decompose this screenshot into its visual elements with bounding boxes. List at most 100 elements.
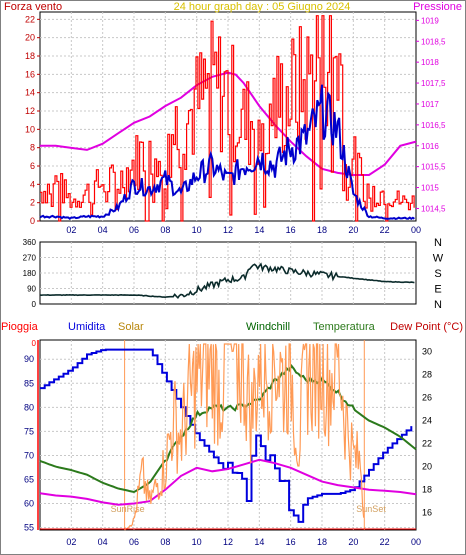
humidity-tick-label: 55	[24, 523, 34, 533]
pressure-tick-label: 1016,5	[421, 121, 446, 130]
hour-tick-label: 02	[66, 537, 76, 547]
compass-tick-label: N	[434, 237, 442, 249]
pressure-axis: 1014,5 1015 1015,5 1016 1016,5 1017 1017,5 1018…	[416, 16, 446, 213]
sunrise-label: SunRise	[111, 504, 145, 514]
hour-tick-label: 06	[129, 537, 139, 547]
legend-entry: Temperatura	[313, 321, 376, 333]
compass-tick-label: W	[433, 253, 444, 265]
compass-tick-label: E	[434, 284, 441, 296]
hour-tick-label: 16	[286, 225, 296, 235]
humidity-tick-label: 60	[24, 499, 34, 509]
wind-direction-series	[39, 262, 415, 300]
temperature-humidity-panel: SunRise SunSet 55 60 65 70 75 80 85 90 0 16 18 20 22…	[1, 321, 463, 547]
hour-tick-label: 06	[129, 225, 139, 235]
hour-tick-label: 10	[192, 537, 202, 547]
temperature-axis: 16 18 20 22 24 26 28 30	[422, 347, 432, 518]
compass-tick-label: S	[434, 268, 441, 280]
wind-speed-tick-label: 0	[30, 216, 35, 226]
humidity-tick-label: 65	[24, 474, 34, 484]
pressure-tick-label: 1015	[421, 184, 439, 193]
pressure-tick-label: 1015,5	[421, 163, 446, 172]
legend-entry: Umidita	[68, 321, 106, 333]
temperature-tick-label: 30	[422, 347, 432, 357]
degree-tick-label: 90	[27, 285, 36, 294]
pressure-tick-label: 1017	[421, 100, 439, 109]
degree-tick-label: 270	[23, 254, 37, 263]
wind-speed-tick-label: 10	[25, 124, 35, 134]
average-wind-line	[39, 84, 415, 221]
temperature-humidity-plot-area	[39, 339, 417, 531]
hour-tick-label: 18	[317, 537, 327, 547]
hour-tick-label: 12	[223, 225, 233, 235]
degree-tick-label: 360	[23, 238, 37, 247]
pressure-tick-label: 1019	[421, 16, 439, 25]
wind-pressure-series	[39, 15, 417, 222]
hour-tick-label: 16	[286, 537, 296, 547]
wind-speed-tick-label: 8	[30, 143, 35, 153]
wind-speed-tick-label: 20	[25, 33, 35, 43]
wind-speed-tick-label: 16	[25, 69, 35, 79]
humidity-tick-label: 85	[24, 378, 34, 388]
temperature-humidity-series	[39, 343, 417, 531]
temperature-tick-label: 26	[422, 393, 432, 403]
legend-entry: Solar	[118, 321, 144, 333]
hour-tick-label: 22	[380, 537, 390, 547]
wind-speed-tick-label: 22	[25, 14, 35, 24]
hour-tick-label: 04	[98, 537, 108, 547]
humidity-tick-label: 75	[24, 426, 34, 436]
hour-tick-label: 08	[160, 537, 170, 547]
hour-tick-label: 18	[317, 225, 327, 235]
hour-tick-label: 00	[411, 225, 421, 235]
hour-tick-label: 20	[348, 225, 358, 235]
humidity-tick-label: 80	[24, 402, 34, 412]
sun-markers: SunRise SunSet	[111, 340, 386, 530]
hour-tick-label: 08	[160, 225, 170, 235]
legend-entry: Dew Point (°C)	[390, 321, 463, 333]
temperature-tick-label: 24	[422, 416, 432, 426]
temperature-tick-label: 16	[422, 508, 432, 518]
wind-speed-line	[40, 15, 415, 222]
humidity-axis: 55 60 65 70 75 80 85 90 0	[24, 339, 39, 533]
wind-speed-tick-label: 14	[25, 88, 35, 98]
hour-tick-label: 20	[348, 537, 358, 547]
hour-axis-bottom: 02 04 06 08 10 12 14 16 18 20 22 00	[66, 537, 421, 547]
legend: Pioggia Umidita Solar Windchill Temperatura D…	[1, 321, 463, 333]
degree-tick-label: 0	[32, 300, 37, 309]
wind-speed-tick-label: 2	[30, 198, 35, 208]
wind-speed-tick-label: 6	[30, 161, 35, 171]
degree-tick-label: 180	[23, 269, 37, 278]
hour-axis-top: 02 04 06 08 10 12 14 16 18 20 22 00	[66, 225, 421, 235]
temperature-line	[39, 363, 417, 494]
hour-tick-label: 00	[411, 537, 421, 547]
hour-tick-label: 14	[254, 537, 264, 547]
wind-speed-tick-label: 12	[25, 106, 35, 116]
dew-point-line	[39, 458, 417, 506]
wind-speed-tick-label: 18	[25, 51, 35, 61]
hour-tick-label: 14	[254, 225, 264, 235]
pressure-tick-label: 1014,5	[421, 204, 446, 213]
pressure-tick-label: 1018	[421, 58, 439, 67]
temperature-tick-label: 28	[422, 370, 432, 380]
hour-tick-label: 10	[192, 225, 202, 235]
hour-tick-label: 22	[380, 225, 390, 235]
pressure-tick-label: 1016	[421, 142, 439, 151]
hour-tick-label: 12	[223, 537, 233, 547]
wind-speed-axis-label: Forza vento	[4, 1, 62, 13]
hour-tick-label: 04	[98, 225, 108, 235]
humidity-tick-label: 70	[24, 450, 34, 460]
wind-direction-degree-axis: 0 90 180 270 360	[23, 238, 37, 309]
solar-radiation-line	[124, 343, 365, 531]
legend-entry: Pioggia	[1, 321, 39, 333]
humidity-tick-label: 90	[24, 354, 34, 364]
chart-title: 24 hour graph day : 05 Giugno 2024	[174, 1, 351, 13]
compass-tick-label: N	[434, 299, 442, 311]
temperature-tick-label: 18	[422, 485, 432, 495]
hour-tick-label: 02	[66, 225, 76, 235]
wind-speed-tick-label: 4	[30, 179, 35, 189]
wind-speed-axis: 0 2 4 6 8 10 12 14 16 18 20 22	[25, 14, 40, 226]
temperature-tick-label: 20	[422, 462, 432, 472]
